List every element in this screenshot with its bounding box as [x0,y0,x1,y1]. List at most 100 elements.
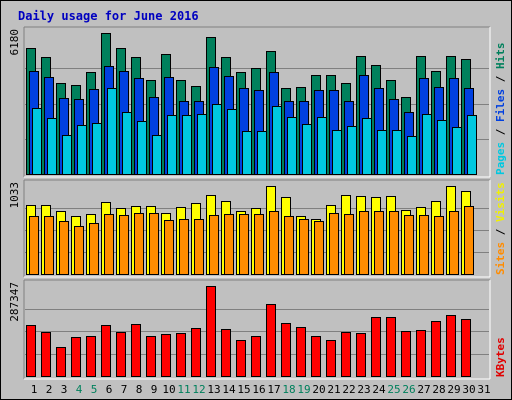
bar-sites [149,213,159,275]
day-label: 17 [267,383,280,396]
bar-sites [299,219,309,275]
bar-pages [407,136,417,175]
bar-sites [359,211,369,275]
bar-sites [434,216,444,275]
panel-top: 6180 Pages / Files / Hits [8,26,507,178]
bar-kbytes [26,325,36,377]
bar-kbytes [446,315,456,377]
series-kbytes [26,286,471,377]
day-label: 24 [372,383,386,396]
day-label: 2 [46,383,53,396]
bar-pages [452,127,462,175]
bar-kbytes [56,347,66,377]
bar-sites [44,216,54,275]
bar-sites [29,216,39,275]
bar-pages [212,104,222,175]
bar-sites [344,214,354,275]
day-label: 19 [297,383,310,396]
bar-sites [269,211,279,275]
bar-pages [107,88,117,175]
bar-sites [164,220,174,275]
legend-entry: Hits [494,43,507,70]
bar-sites [464,206,474,275]
bar-kbytes [461,319,471,377]
legend-entry: KBytes [494,337,507,377]
series-sites [29,206,474,275]
bar-sites [209,215,219,275]
day-label: 8 [136,383,143,396]
bar-pages [332,130,342,175]
bar-pages [77,125,87,175]
panel-legend: KBytes [494,337,507,377]
bar-pages [317,117,327,175]
bar-pages [32,108,42,175]
day-label: 11 [177,383,190,396]
bar-pages [467,115,477,175]
day-label: 28 [432,383,445,396]
bar-pages [347,126,357,175]
day-label: 14 [222,383,236,396]
legend-entry: Files [494,89,507,122]
bar-pages [437,120,447,175]
bar-kbytes [86,336,96,377]
bar-sites [104,214,114,275]
panel-middle: 1033 Sites / Visits [8,179,507,278]
bar-kbytes [176,333,186,377]
bar-pages [152,135,162,175]
day-label: 26 [402,383,415,396]
bar-sites [449,211,459,275]
bar-sites [374,211,384,275]
panel-bottom: 287347 KBytes [8,279,507,380]
bar-pages [257,131,267,175]
bar-kbytes [296,327,306,377]
bar-sites [224,214,234,275]
bar-kbytes [266,304,276,377]
day-label: 25 [387,383,400,396]
bar-sites [89,223,99,275]
bar-kbytes [101,325,111,377]
day-label: 29 [447,383,460,396]
day-label: 21 [327,383,340,396]
day-label: 18 [282,383,295,396]
day-label: 22 [342,383,355,396]
bar-kbytes [251,336,261,377]
bar-pages [167,115,177,175]
bar-pages [197,114,207,175]
bar-pages [362,118,372,175]
legend-entry: Sites [494,242,507,275]
bar-sites [404,215,414,275]
bar-sites [239,214,249,275]
day-label: 9 [151,383,158,396]
chart-title: Daily usage for June 2016 [18,9,199,23]
bar-pages [122,112,132,175]
y-max-label: 6180 [8,29,21,56]
bar-sites [389,211,399,275]
bar-kbytes [206,286,216,377]
bar-pages [287,117,297,175]
legend-entry: / [494,122,507,142]
bar-sites [419,215,429,275]
bar-sites [194,219,204,275]
bar-kbytes [131,324,141,377]
bar-kbytes [116,332,126,377]
day-label: 7 [121,383,128,396]
bar-kbytes [41,332,51,377]
bar-pages [182,115,192,175]
bar-pages [377,130,387,175]
bar-pages [92,123,102,175]
bar-pages [272,106,282,175]
day-label: 3 [61,383,68,396]
bar-kbytes [221,329,231,377]
day-label: 23 [357,383,370,396]
legend-entry: / [494,222,507,242]
day-label: 5 [91,383,98,396]
bar-sites [179,219,189,275]
bar-kbytes [191,328,201,377]
day-label: 15 [237,383,250,396]
day-label: 12 [192,383,205,396]
bar-sites [284,216,294,275]
series-pages [32,88,477,175]
bar-pages [242,131,252,175]
day-label: 10 [162,383,175,396]
